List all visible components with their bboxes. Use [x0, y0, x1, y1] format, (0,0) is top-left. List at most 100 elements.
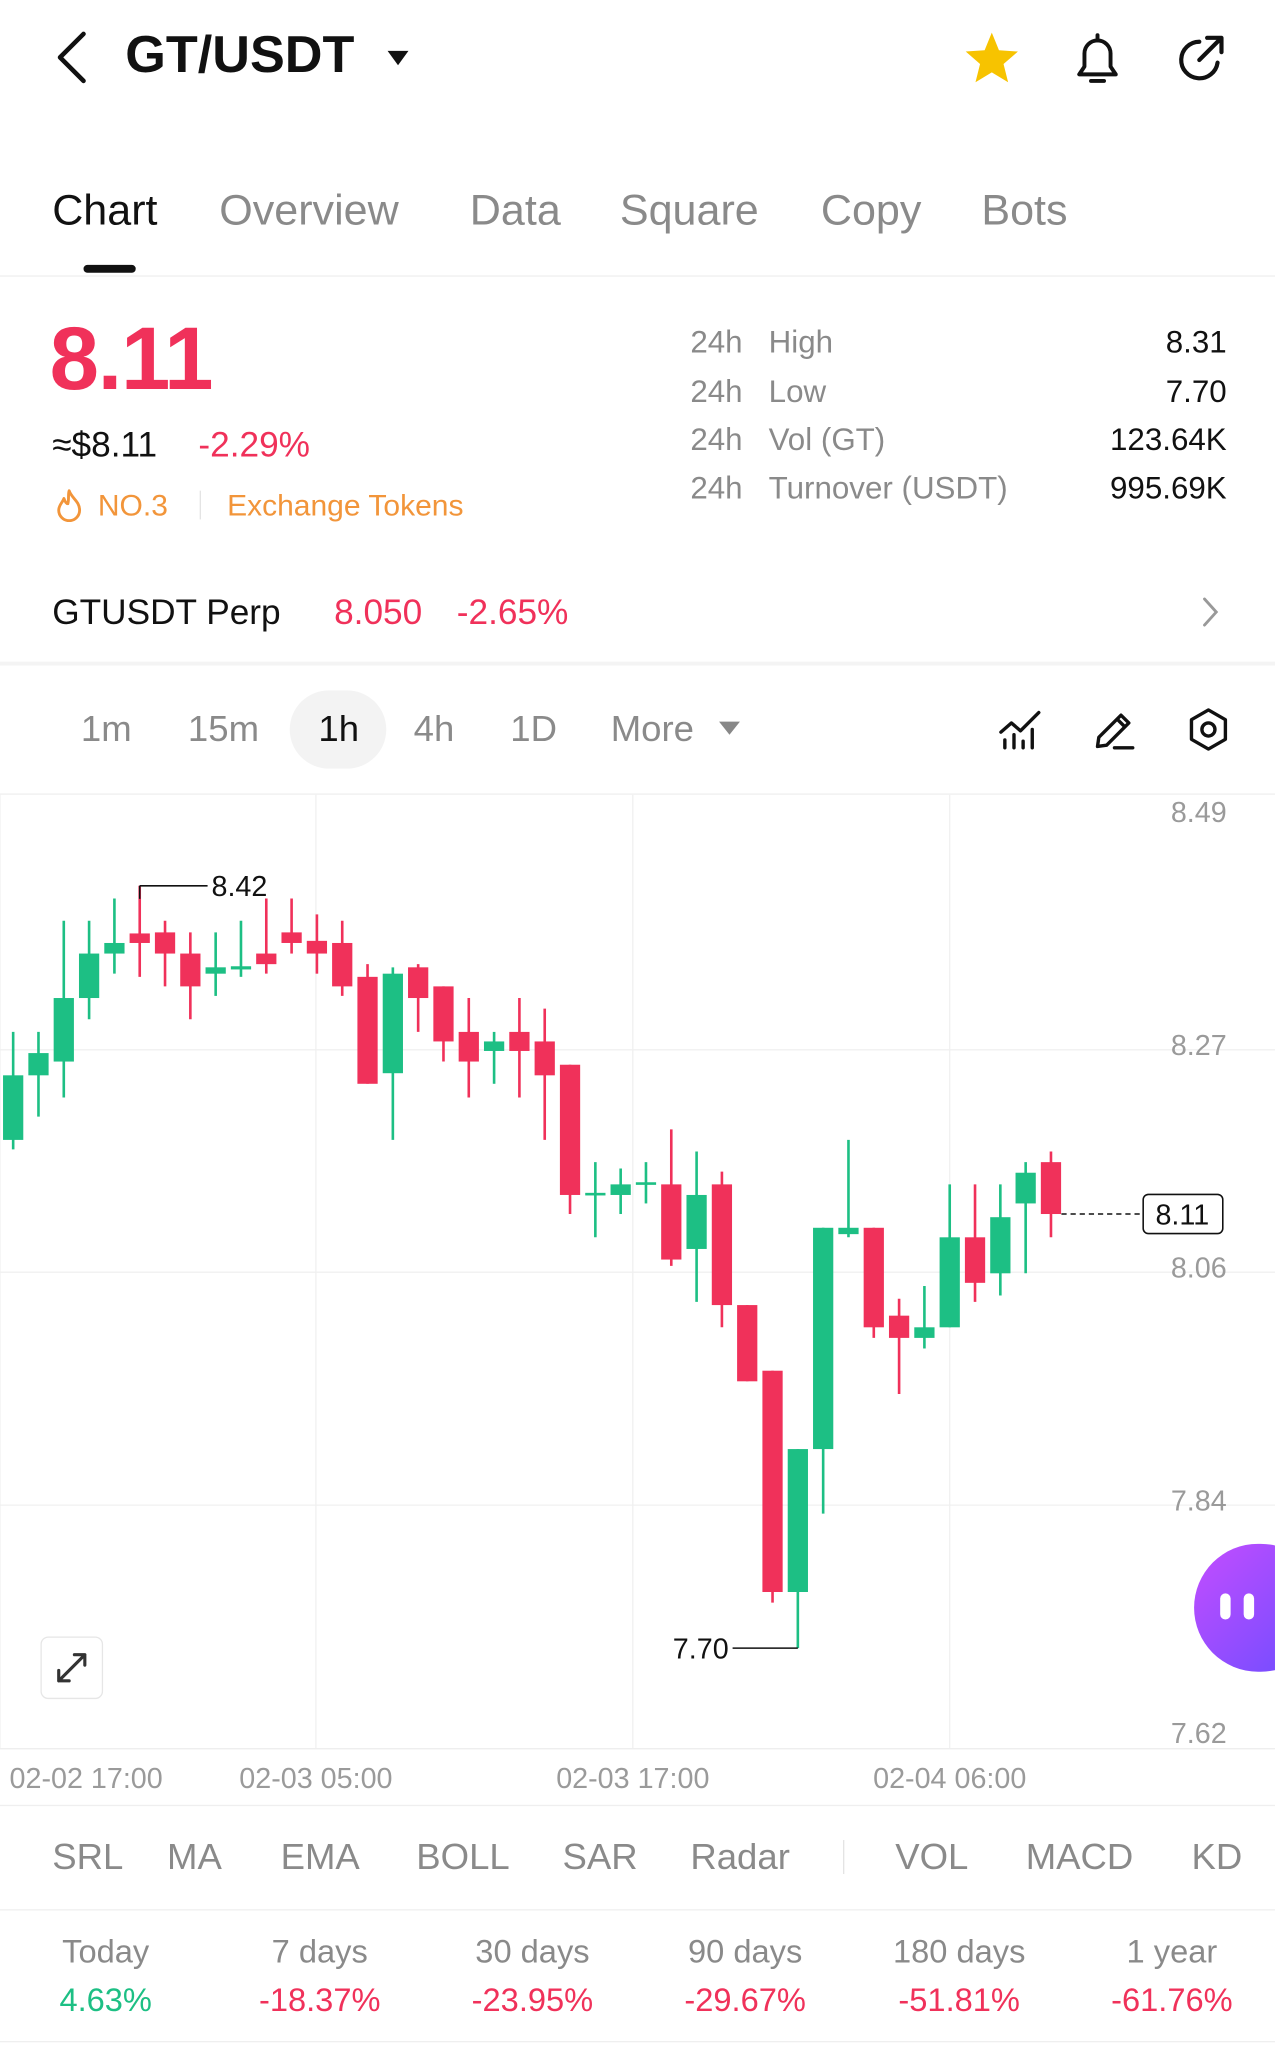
- candle-body: [1015, 1172, 1036, 1204]
- settings-icon[interactable]: [1185, 706, 1232, 753]
- draw-icon[interactable]: [1091, 706, 1138, 753]
- candle-body: [1040, 1162, 1062, 1215]
- candle-body: [154, 932, 176, 954]
- candle-body: [509, 1031, 530, 1051]
- stat-value: 995.69K: [1110, 471, 1227, 507]
- period-change: -23.95%: [471, 1982, 594, 2019]
- pair-title[interactable]: GT/USDT: [125, 26, 355, 84]
- candle-body: [635, 1182, 657, 1185]
- indicator[interactable]: SRL: [52, 1836, 124, 1877]
- candle-body: [104, 942, 125, 954]
- favorite-star[interactable]: [962, 29, 1022, 89]
- candle-body: [610, 1184, 631, 1195]
- indicator[interactable]: MA: [167, 1836, 222, 1877]
- tab[interactable]: Overview: [219, 185, 399, 234]
- x-tick-label: 02-04 06:00: [873, 1763, 1026, 1795]
- candle-body: [813, 1227, 834, 1450]
- timeframe[interactable]: 1D: [510, 708, 557, 750]
- divider: [0, 793, 1275, 795]
- stat-label: Low: [768, 374, 827, 410]
- candle-body: [787, 1449, 808, 1593]
- alert-bell[interactable]: [1067, 29, 1127, 89]
- timeframe[interactable]: More: [610, 708, 694, 750]
- tab[interactable]: Copy: [820, 185, 922, 234]
- indicator-icon[interactable]: [997, 706, 1044, 753]
- candle-body: [939, 1237, 960, 1328]
- indicator[interactable]: MACD: [1025, 1836, 1134, 1877]
- fullscreen-button[interactable]: [40, 1636, 104, 1700]
- period-label: 7 days: [271, 1934, 368, 1971]
- timeframe[interactable]: 15m: [187, 708, 260, 750]
- usd-price: ≈$8.11: [52, 425, 158, 465]
- back-button[interactable]: [50, 29, 94, 86]
- candle-body: [433, 986, 454, 1042]
- tab[interactable]: Bots: [981, 185, 1068, 234]
- indicator[interactable]: VOL: [895, 1836, 969, 1877]
- selected-timeframe-bg: [289, 690, 387, 769]
- candle-body: [661, 1184, 682, 1260]
- period-label: 90 days: [688, 1934, 803, 1971]
- period-label: Today: [62, 1934, 150, 1971]
- hot-icon: [57, 489, 82, 522]
- candle-body: [306, 940, 328, 954]
- indicator[interactable]: KD: [1191, 1836, 1243, 1877]
- stat-label: Turnover (USDT): [768, 471, 1008, 507]
- last-price-box: [1142, 1193, 1224, 1235]
- period-change: -61.76%: [1111, 1982, 1233, 2019]
- indicator[interactable]: EMA: [280, 1836, 360, 1877]
- candle-body: [559, 1064, 581, 1195]
- stat-label: High: [768, 324, 834, 361]
- indicator[interactable]: SAR: [562, 1836, 638, 1877]
- period-change: -29.67%: [684, 1982, 806, 2019]
- y-tick-label: 7.62: [1171, 1718, 1227, 1750]
- perp-name[interactable]: GTUSDT Perp: [52, 592, 281, 632]
- candle-body: [990, 1217, 1011, 1274]
- rank[interactable]: NO.3: [97, 488, 168, 522]
- candle-body: [28, 1053, 49, 1076]
- period-change: -18.37%: [258, 1982, 381, 2019]
- divider: [0, 661, 1275, 666]
- candle-body: [129, 933, 150, 943]
- timeframe[interactable]: 4h: [413, 708, 455, 750]
- tab[interactable]: Data: [469, 185, 561, 234]
- period-label: 30 days: [475, 1934, 590, 1971]
- candle-body: [180, 953, 201, 987]
- tab[interactable]: Square: [619, 185, 759, 234]
- last-price: 8.11: [49, 309, 214, 409]
- active-tab-indicator: [83, 264, 136, 273]
- timeframe[interactable]: 1h: [318, 708, 360, 750]
- perp-chevron[interactable]: [1201, 595, 1222, 629]
- stat-value: 123.64K: [1110, 422, 1227, 459]
- pair-dropdown[interactable]: [386, 50, 409, 68]
- candle-body: [762, 1370, 783, 1593]
- price-change: -2.29%: [198, 425, 311, 465]
- x-tick-label: 02-03 17:00: [556, 1763, 709, 1795]
- tab[interactable]: Chart: [52, 185, 158, 234]
- candle-body: [332, 942, 353, 987]
- stat-period: 24h: [690, 422, 743, 459]
- period-change: -51.81%: [898, 1982, 1020, 2019]
- candle-body: [230, 966, 252, 970]
- period-change: 4.63%: [59, 1982, 152, 2019]
- stat-period: 24h: [690, 374, 743, 410]
- indicator[interactable]: Radar: [690, 1836, 790, 1877]
- candle-body: [382, 973, 403, 1074]
- max-label: 8.42: [211, 871, 267, 903]
- category[interactable]: Exchange Tokens: [227, 488, 464, 522]
- candle-body: [3, 1075, 24, 1140]
- more-dropdown[interactable]: [718, 720, 741, 738]
- candle-body: [458, 1031, 479, 1062]
- divider: [0, 1909, 1275, 1911]
- candlestick-chart: 8.49 8.27 8.06 7.84 7.62 02-02 17:00 02-03 05:…: [0, 794, 1275, 1795]
- candle-body: [585, 1192, 606, 1196]
- indicator[interactable]: BOLL: [416, 1836, 510, 1877]
- separator: [199, 490, 201, 520]
- perp-change: -2.65%: [456, 592, 569, 632]
- stat-value: 8.31: [1165, 324, 1227, 361]
- timeframe[interactable]: 1m: [80, 708, 132, 750]
- candle-body: [686, 1194, 707, 1249]
- candle-body: [205, 967, 226, 974]
- share-button[interactable]: [1171, 29, 1231, 89]
- divider: [0, 1804, 1275, 1807]
